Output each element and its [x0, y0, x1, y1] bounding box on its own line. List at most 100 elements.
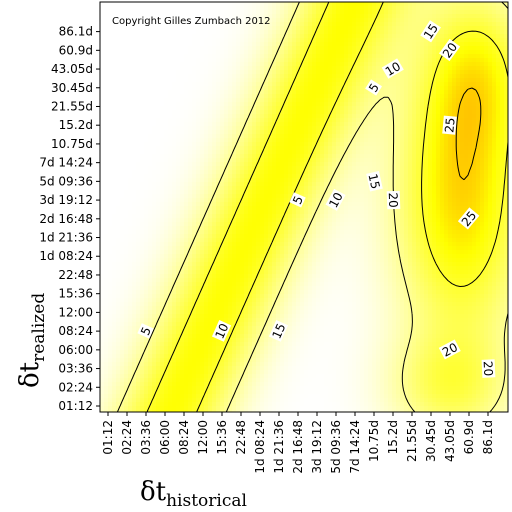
heat-cell	[412, 38, 417, 43]
heat-cell	[204, 42, 209, 47]
heat-cell	[264, 154, 269, 159]
heat-cell	[324, 118, 329, 123]
heat-cell	[496, 26, 501, 31]
heat-cell	[104, 2, 109, 7]
heat-cell	[312, 98, 317, 103]
heat-cell	[180, 58, 185, 63]
heat-cell	[260, 170, 265, 175]
heat-cell	[160, 138, 165, 143]
heat-cell	[260, 34, 265, 39]
heat-cell	[112, 86, 117, 91]
heat-cell	[436, 42, 441, 47]
heat-cell	[336, 102, 341, 107]
heat-cell	[496, 74, 501, 79]
heat-cell	[184, 106, 189, 111]
heat-cell	[500, 174, 505, 179]
heat-cell	[468, 62, 473, 67]
heat-cell	[148, 146, 153, 151]
heat-cell	[376, 2, 381, 7]
heat-cell	[260, 22, 265, 27]
heat-cell	[344, 158, 349, 163]
heat-cell	[328, 70, 333, 75]
heat-cell	[136, 106, 141, 111]
heat-cell	[208, 66, 213, 71]
heat-cell	[332, 18, 337, 23]
heat-cell	[504, 78, 508, 83]
heat-cell	[268, 82, 273, 87]
heat-cell	[280, 186, 285, 191]
heat-cell	[292, 158, 297, 163]
heat-cell	[468, 154, 473, 159]
heat-cell	[196, 158, 201, 163]
heat-cell	[368, 166, 373, 171]
heat-cell	[324, 18, 329, 23]
heat-cell	[136, 70, 141, 75]
heat-cell	[448, 66, 453, 71]
heat-cell	[228, 18, 233, 23]
heat-cell	[480, 158, 485, 163]
heat-cell	[472, 10, 477, 15]
heat-cell	[304, 62, 309, 67]
heat-cell	[364, 194, 369, 199]
heat-cell	[312, 166, 317, 171]
heat-cell	[192, 46, 197, 51]
heat-cell	[180, 146, 185, 151]
heat-cell	[184, 94, 189, 99]
heat-cell	[488, 174, 493, 179]
heat-cell	[308, 162, 313, 167]
heat-cell	[268, 154, 273, 159]
heat-cell	[304, 42, 309, 47]
heat-cell	[364, 38, 369, 43]
heat-cell	[152, 2, 157, 7]
heat-cell	[172, 42, 177, 47]
heat-cell	[460, 142, 465, 147]
heat-cell	[164, 14, 169, 19]
heat-cell	[464, 70, 469, 75]
heat-cell	[376, 78, 381, 83]
heat-cell	[424, 6, 429, 11]
heat-cell	[308, 134, 313, 139]
heat-cell	[156, 154, 161, 159]
heat-cell	[284, 186, 289, 191]
heat-cell	[184, 110, 189, 115]
heat-cell	[180, 190, 185, 195]
heat-cell	[232, 30, 237, 35]
heat-cell	[204, 18, 209, 23]
heat-cell	[348, 130, 353, 135]
heat-cell	[364, 90, 369, 95]
heat-cell	[344, 22, 349, 27]
heat-cell	[280, 194, 285, 199]
heat-cell	[100, 78, 105, 83]
heat-cell	[204, 30, 209, 35]
heat-cell	[444, 18, 449, 23]
heat-cell	[412, 78, 417, 83]
heat-cell	[256, 70, 261, 75]
heat-cell	[388, 26, 393, 31]
heat-cell	[372, 162, 377, 167]
heat-cell	[448, 170, 453, 175]
heat-cell	[240, 182, 245, 187]
heat-cell	[132, 174, 137, 179]
heat-cell	[344, 190, 349, 195]
heat-cell	[360, 50, 365, 55]
heat-cell	[348, 86, 353, 91]
heat-cell	[404, 174, 409, 179]
heat-cell	[308, 186, 313, 191]
heat-cell	[172, 94, 177, 99]
heat-cell	[284, 138, 289, 143]
heat-cell	[504, 98, 508, 103]
heat-cell	[312, 178, 317, 183]
heat-cell	[208, 170, 213, 175]
heat-cell	[472, 114, 477, 119]
heat-cell	[152, 106, 157, 111]
heat-cell	[252, 142, 257, 147]
heat-cell	[408, 10, 413, 15]
heat-cell	[152, 50, 157, 55]
heat-cell	[276, 30, 281, 35]
heat-cell	[116, 66, 121, 71]
heat-cell	[388, 54, 393, 59]
heat-cell	[444, 98, 449, 103]
heat-cell	[244, 74, 249, 79]
heat-cell	[176, 114, 181, 119]
heat-cell	[316, 134, 321, 139]
